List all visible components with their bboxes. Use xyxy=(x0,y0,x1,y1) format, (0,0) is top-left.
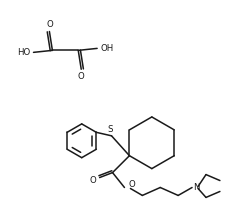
Text: N: N xyxy=(193,183,199,192)
Text: O: O xyxy=(46,20,53,29)
Text: O: O xyxy=(78,72,85,81)
Text: O: O xyxy=(89,176,96,185)
Text: OH: OH xyxy=(100,44,114,53)
Text: O: O xyxy=(129,180,135,189)
Text: HO: HO xyxy=(17,48,30,57)
Text: S: S xyxy=(108,125,113,134)
